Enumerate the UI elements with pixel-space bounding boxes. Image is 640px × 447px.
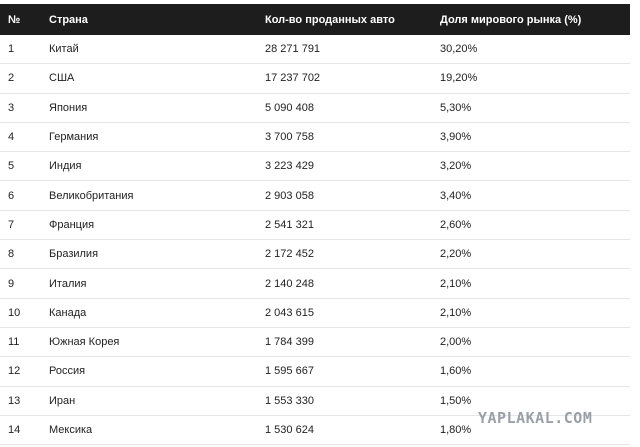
table-cell: 6 <box>8 189 15 202</box>
table-cell: 2,00% <box>440 336 472 349</box>
table-cell: 2 903 058 <box>265 189 314 202</box>
table-cell: 7 <box>8 218 15 231</box>
table-row: 14 Мексика 1 530 624 1,80% <box>0 416 630 446</box>
table-cell: 10 <box>8 306 21 319</box>
table-row: 7 Франция 2 541 321 2,60% <box>0 211 630 241</box>
table-cell: Южная Корея <box>49 336 120 349</box>
table-row: 1 Китай 28 271 791 30,20% <box>0 35 630 65</box>
table-cell: 8 <box>8 248 15 261</box>
header-cell: Страна <box>49 13 88 26</box>
table-cell: Мексика <box>49 424 93 436</box>
table-row: 13 Иран 1 553 330 1,50% <box>0 387 630 416</box>
table-cell: 3 700 758 <box>265 131 314 144</box>
table-cell: 2,60% <box>440 218 472 231</box>
table-row: 9 Италия 2 140 248 2,10% <box>0 269 630 299</box>
table-cell: 3,40% <box>440 189 472 202</box>
table-cell: 2 172 452 <box>265 248 314 261</box>
table-row: 10 Канада 2 043 615 2,10% <box>0 299 630 328</box>
table-cell: 2 043 615 <box>265 306 314 319</box>
table-cell: 2,20% <box>440 248 472 261</box>
table-cell: Великобритания <box>49 189 134 202</box>
table-row: 2 США 17 237 702 19,20% <box>0 64 630 94</box>
table-cell: Китай <box>49 43 79 56</box>
table-cell: 1 784 399 <box>265 336 314 349</box>
table-cell: 1 530 624 <box>265 424 314 436</box>
table-cell: 19,20% <box>440 72 478 85</box>
header-cell: Кол-во проданных авто <box>265 13 395 26</box>
watermark: YAPLAKAL.COM <box>478 409 593 427</box>
table-cell: 28 271 791 <box>265 43 321 56</box>
table-cell: Япония <box>49 101 88 114</box>
table-cell: 1 595 667 <box>265 365 314 378</box>
table-cell: 17 237 702 <box>265 72 321 85</box>
table-cell: 5 090 408 <box>265 101 314 114</box>
table-cell: 2 140 248 <box>265 277 314 290</box>
table-cell: 1 553 330 <box>265 394 314 407</box>
table: № Страна Кол-во проданных авто Доля мировог… <box>0 4 630 446</box>
table-cell: 5 <box>8 160 15 173</box>
table-cell: 2 541 321 <box>265 218 314 231</box>
table-cell: 1,50% <box>440 394 472 407</box>
table-cell: Франция <box>49 218 95 231</box>
table-cell: 5,30% <box>440 101 472 114</box>
table-row: 5 Индия 3 223 429 3,20% <box>0 152 630 182</box>
table-cell: Канада <box>49 306 87 319</box>
table-cell: 1,80% <box>440 424 472 436</box>
table-cell: 11 <box>8 336 20 349</box>
table-cell: 9 <box>8 277 15 290</box>
header-cell: Доля мирового рынка (%) <box>440 13 582 26</box>
table-cell: 3 <box>8 101 15 114</box>
table-cell: 2,10% <box>440 277 472 290</box>
table-cell: 3,20% <box>440 160 472 173</box>
table-cell: США <box>49 72 75 85</box>
table-cell: 2,10% <box>440 306 472 319</box>
header-row: № Страна Кол-во проданных авто Доля мировог… <box>0 4 630 35</box>
table-row: 11 Южная Корея 1 784 399 2,00% <box>0 328 630 358</box>
table-cell: 1,60% <box>440 365 472 378</box>
table-cell: Иран <box>49 394 76 407</box>
table-cell: 2 <box>8 72 15 85</box>
table-cell: 12 <box>8 365 21 378</box>
table-row: 12 Россия 1 595 667 1,60% <box>0 357 630 387</box>
table-cell: 1 <box>8 43 15 56</box>
table-cell: 14 <box>8 424 21 436</box>
table-cell: 4 <box>8 131 15 144</box>
table-cell: 3,90% <box>440 131 472 144</box>
table-cell: 3 223 429 <box>265 160 314 173</box>
table-cell: Россия <box>49 365 86 378</box>
table-cell: Германия <box>49 131 99 144</box>
table-row: 4 Германия 3 700 758 3,90% <box>0 123 630 153</box>
table-cell: 13 <box>8 394 21 407</box>
table-cell: 30,20% <box>440 43 478 56</box>
table-cell: Индия <box>49 160 82 173</box>
table-cell: Бразилия <box>49 248 99 261</box>
table-row: 8 Бразилия 2 172 452 2,20% <box>0 240 630 270</box>
table-row: 3 Япония 5 090 408 5,30% <box>0 94 630 123</box>
table-cell: Италия <box>49 277 87 290</box>
table-row: 6 Великобритания 2 903 058 3,40% <box>0 181 630 211</box>
header-cell: № <box>8 13 21 26</box>
